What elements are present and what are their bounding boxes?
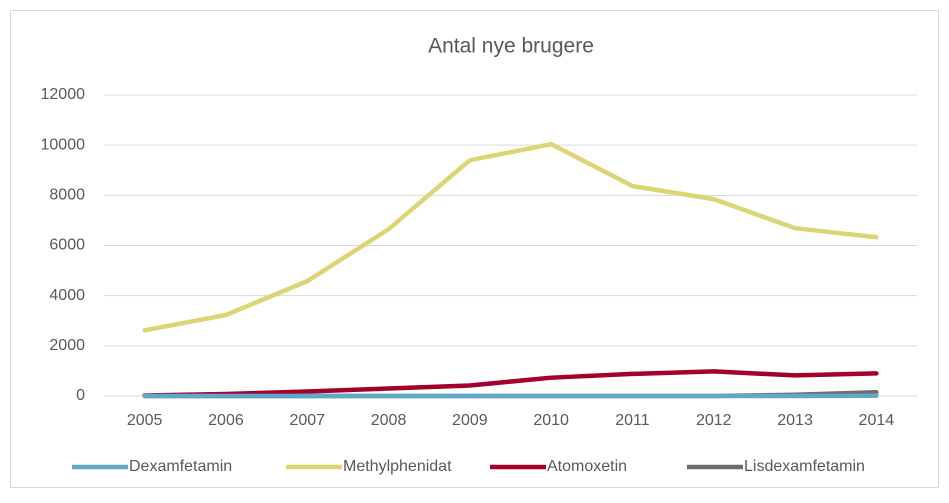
x-tick-label: 2008 xyxy=(371,412,407,429)
x-tick-label: 2011 xyxy=(615,412,650,429)
y-tick-label: 8000 xyxy=(49,187,85,204)
legend-label: Dexamfetamin xyxy=(129,458,232,475)
y-tick-label: 2000 xyxy=(49,337,85,354)
legend-label: Atomoxetin xyxy=(547,458,627,475)
y-tick-label: 12000 xyxy=(41,86,86,103)
y-tick-label: 4000 xyxy=(49,287,85,304)
x-tick-label: 2010 xyxy=(533,412,569,429)
y-tick-label: 0 xyxy=(76,387,85,404)
x-tick-label: 2012 xyxy=(696,412,732,429)
x-tick-label: 2014 xyxy=(859,412,895,429)
y-tick-label: 6000 xyxy=(49,237,85,254)
legend-label: Lisdexamfetamin xyxy=(744,458,865,475)
x-tick-label: 2007 xyxy=(289,412,325,429)
chart-title: Antal nye brugere xyxy=(428,35,594,58)
y-tick-label: 10000 xyxy=(41,136,86,153)
x-tick-label: 2006 xyxy=(208,412,244,429)
x-tick-label: 2005 xyxy=(127,412,163,429)
x-tick-label: 2013 xyxy=(777,412,813,429)
legend-label: Methylphenidat xyxy=(343,458,452,475)
x-tick-label: 2009 xyxy=(452,412,488,429)
